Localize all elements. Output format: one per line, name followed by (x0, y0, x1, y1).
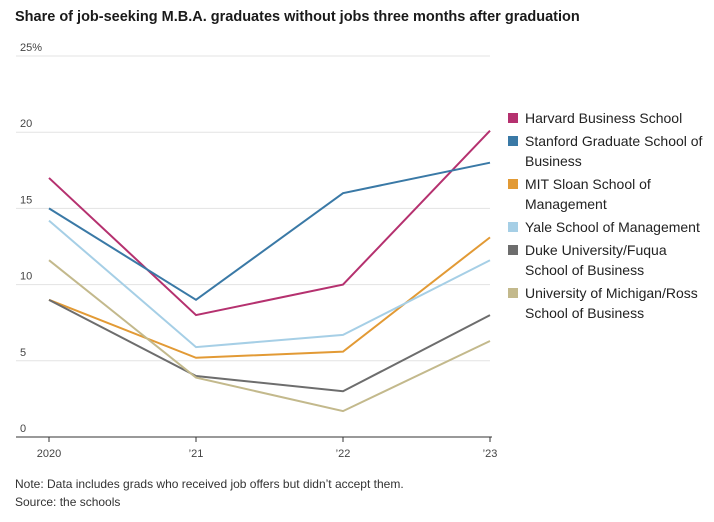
legend-label: Yale School of Management (525, 219, 700, 235)
note-text: Note: Data includes grads who received j… (15, 477, 404, 491)
legend-item: Duke University/Fuqua School of Business (508, 240, 708, 280)
legend-item: MIT Sloan School of Management (508, 174, 708, 214)
y-tick-label: 0 (20, 423, 26, 435)
legend-label: MIT Sloan School of Management (525, 176, 651, 212)
series-line (48, 129, 491, 317)
legend-label: Harvard Business School (525, 110, 683, 126)
series-line (48, 298, 491, 393)
chart-title: Share of job-seeking M.B.A. graduates wi… (15, 9, 580, 25)
x-tick-label: 2020 (37, 448, 61, 460)
legend-label: Stanford Graduate School of Business (525, 133, 703, 169)
legend-item: University of Michigan/Ross School of Bu… (508, 283, 708, 323)
y-tick-label: 25% (20, 42, 42, 54)
y-tick-label: 5 (20, 347, 26, 359)
legend-item: Yale School of Management (508, 217, 708, 237)
y-tick-label: 20 (20, 118, 32, 130)
y-tick-label: 15 (20, 194, 32, 206)
series-line (48, 219, 491, 349)
legend-item: Stanford Graduate School of Business (508, 131, 708, 171)
legend-label: Duke University/Fuqua School of Business (525, 242, 667, 278)
legend-swatch (508, 288, 518, 298)
x-tick-label: ’23 (483, 448, 498, 460)
x-tick-label: ’21 (189, 448, 204, 460)
legend-label: University of Michigan/Ross School of Bu… (525, 285, 698, 321)
legend-swatch (508, 179, 518, 189)
legend-swatch (508, 222, 518, 232)
x-tick-label: ’22 (336, 448, 351, 460)
series-line (48, 161, 491, 302)
legend-swatch (508, 113, 518, 123)
legend-swatch (508, 136, 518, 146)
legend-item: Harvard Business School (508, 108, 708, 128)
source-text: Source: the schools (15, 495, 121, 509)
series-line (48, 259, 491, 413)
series-line (48, 236, 491, 359)
y-tick-label: 10 (20, 271, 32, 283)
footnote: Note: Data includes grads who received j… (15, 475, 404, 511)
legend-swatch (508, 245, 518, 255)
legend: Harvard Business School Stanford Graduate… (508, 108, 708, 326)
